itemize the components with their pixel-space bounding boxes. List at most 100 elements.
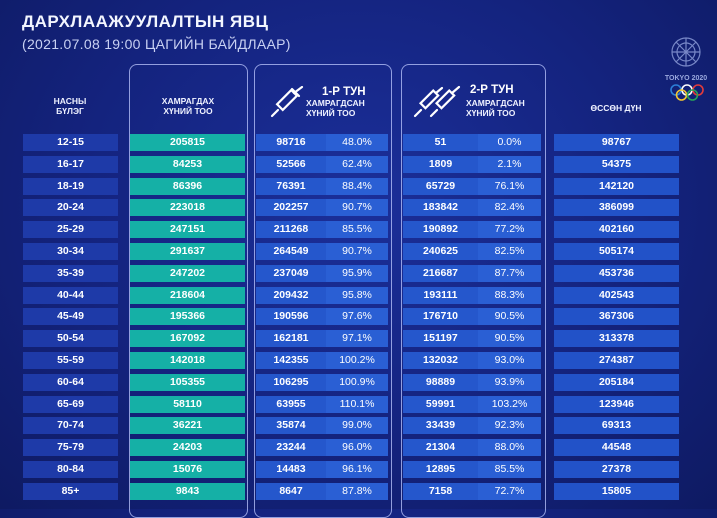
dose2-percent-cell: 77.2% [478, 221, 541, 239]
total-cell: 313378 [554, 330, 679, 348]
covered-cell: 105355 [130, 373, 245, 391]
table-row: 20-24 223018 202257 90.7% 183842 82.4% 386099 [0, 199, 717, 217]
covered-cell: 36221 [130, 417, 245, 435]
total-cell: 123946 [554, 395, 679, 413]
dose2-percent-cell: 85.5% [478, 461, 541, 478]
total-cell: 27378 [554, 461, 679, 478]
total-cell: 54375 [554, 155, 679, 173]
table-row: 60-64 105355 106295 100.9% 98889 93.9% 205184 [0, 373, 717, 391]
dose1-percent-cell: 48.0% [326, 134, 388, 151]
age-group-header: НАСНЫ БҮЛЭГ [40, 96, 100, 116]
dose2-percent-cell: 88.0% [478, 439, 541, 457]
dose2-title: 2-Р ТУН [470, 84, 514, 96]
dose1-count-cell: 35874 [256, 417, 326, 435]
total-cell: 69313 [554, 417, 679, 435]
dose2-count-cell: 240625 [403, 243, 478, 260]
dose1-percent-cell: 95.9% [326, 264, 388, 282]
dose2-count-cell: 59991 [403, 395, 478, 413]
table-row: 18-19 86396 76391 88.4% 65729 76.1% 142120 [0, 177, 717, 195]
covered-cell: 291637 [130, 243, 245, 260]
covered-cell: 247202 [130, 264, 245, 282]
total-cell: 453736 [554, 264, 679, 282]
dose1-count-cell: 190596 [256, 308, 326, 326]
table-row: 65-69 58110 63955 110.1% 59991 103.2% 123946 [0, 395, 717, 413]
dose1-count-cell: 8647 [256, 482, 326, 500]
dose2-count-cell: 176710 [403, 308, 478, 326]
table-row: 30-34 291637 264549 90.7% 240625 82.5% 505174 [0, 243, 717, 260]
dose1-percent-cell: 90.7% [326, 199, 388, 217]
dose2-count-cell: 21304 [403, 439, 478, 457]
covered-cell: 223018 [130, 199, 245, 217]
dose1-percent-cell: 96.1% [326, 461, 388, 478]
page-title: ДАРХЛААЖУУЛАЛТЫН ЯВЦ [22, 12, 269, 31]
age-header-line1: НАСНЫ [53, 96, 87, 106]
table-row: 85+ 9843 8647 87.8% 7158 72.7% 15805 [0, 482, 717, 500]
dose1-percent-cell: 97.6% [326, 308, 388, 326]
total-cell: 274387 [554, 352, 679, 369]
dose1-count-cell: 264549 [256, 243, 326, 260]
total-cell: 505174 [554, 243, 679, 260]
covered-cell: 142018 [130, 352, 245, 369]
total-cell: 367306 [554, 308, 679, 326]
dose1-percent-cell: 100.2% [326, 352, 388, 369]
dose1-count-cell: 209432 [256, 286, 326, 304]
double-syringe-icon [413, 85, 461, 118]
table-row: 35-39 247202 237049 95.9% 216687 87.7% 453736 [0, 264, 717, 282]
dose1-count-cell: 14483 [256, 461, 326, 478]
dose1-percent-cell: 96.0% [326, 439, 388, 457]
dose2-count-cell: 33439 [403, 417, 478, 435]
dose1-count-cell: 63955 [256, 395, 326, 413]
age-cell: 65-69 [23, 395, 118, 413]
dose2-count-cell: 51 [403, 134, 478, 151]
dose2-count-cell: 98889 [403, 373, 478, 391]
table-row: 75-79 24203 23244 96.0% 21304 88.0% 44548 [0, 439, 717, 457]
dose2-percent-cell: 87.7% [478, 264, 541, 282]
dose2-percent-cell: 92.3% [478, 417, 541, 435]
dose1-header-line2: ХҮНИЙ ТОО [306, 108, 356, 118]
dose1-count-cell: 106295 [256, 373, 326, 391]
age-cell: 30-34 [23, 243, 118, 260]
dose2-header: ХАМРАГДСАН ХҮНИЙ ТОО [466, 98, 542, 118]
table-row: 40-44 218604 209432 95.8% 193111 88.3% 402543 [0, 286, 717, 304]
dose2-header-line1: ХАМРАГДСАН [466, 98, 525, 108]
covered-cell: 9843 [130, 482, 245, 500]
tokyo-2020-logo: TOKYO 2020 [665, 37, 707, 101]
covered-cell: 84253 [130, 155, 245, 173]
table-row: 55-59 142018 142355 100.2% 132032 93.0% 274387 [0, 352, 717, 369]
covered-cell: 15076 [130, 461, 245, 478]
dose1-percent-cell: 88.4% [326, 177, 388, 195]
dose1-count-cell: 142355 [256, 352, 326, 369]
total-cell: 15805 [554, 482, 679, 500]
dose1-title: 1-Р ТУН [322, 86, 366, 98]
age-cell: 40-44 [23, 286, 118, 304]
table-row: 45-49 195366 190596 97.6% 176710 90.5% 367306 [0, 308, 717, 326]
covered-cell: 205815 [130, 134, 245, 151]
logo-text: TOKYO 2020 [665, 75, 707, 82]
dose1-percent-cell: 85.5% [326, 221, 388, 239]
dose2-percent-cell: 93.0% [478, 352, 541, 369]
dose1-count-cell: 76391 [256, 177, 326, 195]
dose1-percent-cell: 110.1% [326, 395, 388, 413]
dose1-percent-cell: 95.8% [326, 286, 388, 304]
dose1-percent-cell: 87.8% [326, 482, 388, 500]
covered-cell: 58110 [130, 395, 245, 413]
dose2-percent-cell: 103.2% [478, 395, 541, 413]
total-cell: 205184 [554, 373, 679, 391]
total-cell: 402160 [554, 221, 679, 239]
age-cell: 75-79 [23, 439, 118, 457]
covered-cell: 167092 [130, 330, 245, 348]
age-cell: 80-84 [23, 461, 118, 478]
dose1-percent-cell: 99.0% [326, 417, 388, 435]
dose2-percent-cell: 90.5% [478, 308, 541, 326]
table-row: 25-29 247151 211268 85.5% 190892 77.2% 402160 [0, 221, 717, 239]
total-cell: 44548 [554, 439, 679, 457]
dose1-count-cell: 162181 [256, 330, 326, 348]
age-cell: 60-64 [23, 373, 118, 391]
dose2-percent-cell: 93.9% [478, 373, 541, 391]
dose2-percent-cell: 82.4% [478, 199, 541, 217]
age-cell: 55-59 [23, 352, 118, 369]
dose2-count-cell: 151197 [403, 330, 478, 348]
dose1-percent-cell: 62.4% [326, 155, 388, 173]
dose2-percent-cell: 82.5% [478, 243, 541, 260]
dose2-count-cell: 216687 [403, 264, 478, 282]
